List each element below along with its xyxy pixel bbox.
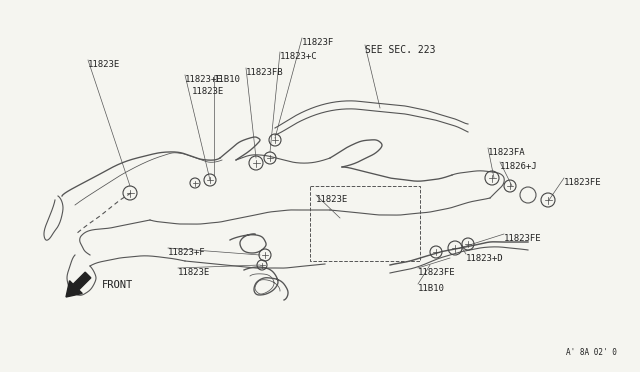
- Text: 11B10: 11B10: [214, 75, 241, 84]
- Text: 11823FB: 11823FB: [246, 68, 284, 77]
- Text: 11B10: 11B10: [418, 284, 445, 293]
- Text: SEE SEC. 223: SEE SEC. 223: [365, 45, 435, 55]
- Text: 11823E: 11823E: [316, 195, 348, 204]
- Text: 11823+F: 11823+F: [168, 248, 205, 257]
- Bar: [310, 186, 420, 261]
- Text: 11823F: 11823F: [302, 38, 334, 47]
- Text: 11823FE: 11823FE: [564, 178, 602, 187]
- Text: 11823FE: 11823FE: [418, 268, 456, 277]
- FancyArrow shape: [66, 272, 91, 297]
- Text: 11823FA: 11823FA: [488, 148, 525, 157]
- Text: A' 8A 02' 0: A' 8A 02' 0: [566, 348, 617, 357]
- Text: 11823+E: 11823+E: [185, 75, 223, 84]
- Text: 11826+J: 11826+J: [500, 162, 538, 171]
- Text: 11823FE: 11823FE: [504, 234, 541, 243]
- Text: 11823E: 11823E: [178, 268, 211, 277]
- Text: 11823+C: 11823+C: [280, 52, 317, 61]
- Text: FRONT: FRONT: [102, 280, 133, 290]
- Text: 11823E: 11823E: [88, 60, 120, 69]
- Text: 11823+D: 11823+D: [466, 254, 504, 263]
- Text: 11823E: 11823E: [192, 87, 224, 96]
